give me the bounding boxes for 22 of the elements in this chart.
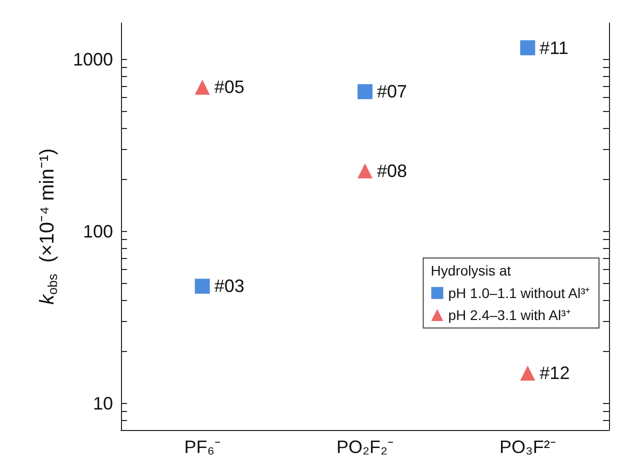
y-tick-label: 10 <box>92 393 113 414</box>
y-tick-label: 100 <box>82 221 113 242</box>
point <box>358 163 372 178</box>
annotation: #07 <box>377 82 408 102</box>
annotation: #05 <box>214 77 244 98</box>
x-tick-label: PF₆⁻ <box>184 437 220 457</box>
point <box>194 278 210 294</box>
annotation: #12 <box>540 363 570 384</box>
point <box>520 366 536 381</box>
point <box>194 80 210 95</box>
x-tick-label: PO₃F²⁻ <box>500 437 556 457</box>
y-axis-title: kobs (×10⁻⁴ min⁻¹) <box>36 148 60 305</box>
y-tick-label: 1000 <box>72 49 113 70</box>
annotation: #03 <box>214 276 244 296</box>
annotation: #11 <box>540 38 568 58</box>
legend-title: Hydrolysis at <box>430 262 511 278</box>
point <box>358 84 372 100</box>
x-tick-label: PO₂F₂⁻ <box>336 437 394 457</box>
legend-label: pH 2.4–3.1 with Al³⁺ <box>448 307 571 323</box>
annotation: #08 <box>377 160 408 181</box>
legend-label: pH 1.0–1.1 without Al³⁺ <box>448 285 590 301</box>
point <box>520 40 536 56</box>
